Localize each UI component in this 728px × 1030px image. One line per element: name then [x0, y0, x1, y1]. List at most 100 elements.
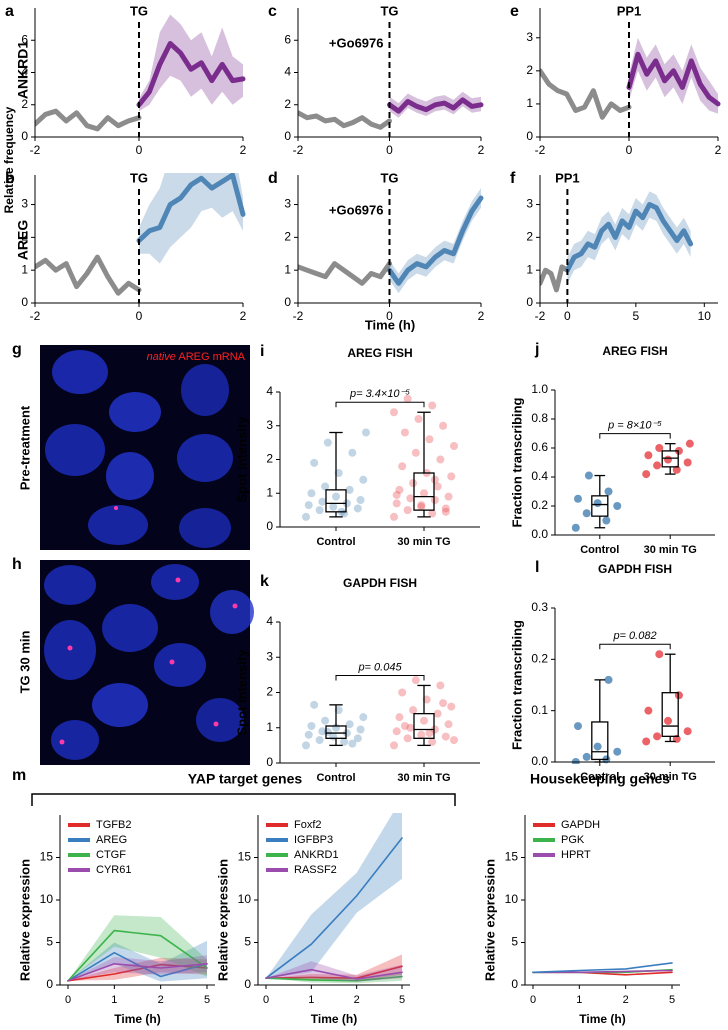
x-tick-label: -2 — [535, 309, 546, 323]
series-line — [35, 254, 142, 296]
y-tick-label: 1 — [284, 262, 291, 276]
data-point — [444, 720, 453, 729]
data-point — [340, 737, 349, 746]
data-point — [356, 725, 365, 734]
panel-label: l — [535, 559, 539, 576]
y-tick-label: 5 — [511, 935, 518, 949]
data-point — [613, 747, 622, 756]
data-point — [392, 490, 401, 499]
band — [266, 813, 402, 979]
x-tick-label: 0 — [386, 143, 393, 157]
data-point — [398, 462, 407, 471]
x-tick-label: 2 — [478, 309, 485, 323]
data-point — [406, 723, 415, 732]
plot-area — [302, 394, 458, 521]
data-point — [307, 489, 316, 498]
data-point — [417, 501, 426, 510]
panel-label: h — [12, 556, 22, 573]
y-tick-label: 2 — [266, 452, 273, 466]
significance-bracket — [335, 674, 425, 681]
data-point — [329, 502, 338, 511]
data-point — [348, 739, 357, 748]
y-tick-label: 4 — [266, 384, 273, 398]
y-tick-label: 0.6 — [531, 440, 548, 454]
data-point — [447, 702, 456, 711]
y-tick-label: 0 — [284, 295, 291, 309]
y-tick-label: 0 — [526, 295, 533, 309]
condition-note: +Go6976 — [329, 35, 384, 50]
x-tick-label: 5 — [204, 994, 210, 1006]
data-point — [310, 458, 319, 467]
legend-label: GAPDH — [561, 819, 600, 831]
y-tick-label: 0 — [21, 129, 28, 143]
data-point — [414, 415, 423, 423]
data-point — [642, 737, 651, 746]
data-point — [302, 512, 310, 521]
data-point — [430, 475, 439, 484]
data-point — [307, 721, 316, 730]
box — [325, 725, 347, 739]
series-line — [540, 68, 632, 120]
data-point — [604, 487, 613, 496]
box — [591, 721, 609, 761]
y-tick-label: 1 — [266, 720, 273, 734]
event-label: PP1 — [617, 3, 642, 18]
band — [266, 972, 402, 984]
legend-label: RASSF2 — [294, 864, 337, 876]
legend-label: IGFBP3 — [294, 834, 333, 846]
series-line — [67, 951, 208, 982]
y-tick-label: 0 — [46, 977, 53, 991]
panel-title: GAPDH FISH — [343, 576, 417, 590]
y-tick-label: 0.2 — [531, 652, 548, 666]
x-axis-label: Time (h) — [579, 1012, 625, 1026]
data-point — [392, 499, 401, 508]
x-tick-label: 30 min TG — [644, 771, 697, 783]
legend-label: CYR61 — [96, 864, 131, 876]
y-tick-label: 0 — [266, 755, 273, 769]
data-point — [353, 504, 362, 513]
x-tick-label: 5 — [633, 309, 640, 323]
y-tick-label: 15 — [238, 850, 252, 864]
series-line — [298, 110, 392, 130]
image-caption: Pre-treatment — [17, 405, 32, 490]
y-tick-label: 1 — [21, 262, 28, 276]
y-tick-label: 2 — [266, 685, 273, 699]
panel-label: a — [5, 3, 14, 20]
data-point — [318, 497, 327, 506]
panel-label: k — [260, 573, 269, 590]
data-point — [573, 722, 582, 731]
shared-xlabel: Time (h) — [365, 317, 415, 332]
x-tick-label: 1 — [111, 994, 117, 1006]
data-point — [398, 688, 407, 697]
series-line — [265, 837, 403, 980]
panel-label: b — [5, 170, 15, 187]
data-point — [436, 681, 445, 690]
data-point — [390, 512, 398, 521]
y-tick-label: 0 — [266, 519, 273, 533]
data-point — [356, 496, 365, 504]
x-tick-label: -2 — [293, 143, 304, 157]
y-axis-label: Spot intensity — [234, 649, 249, 736]
data-point — [417, 730, 426, 739]
data-point — [584, 471, 593, 480]
series-line — [136, 173, 246, 244]
box — [413, 713, 435, 739]
plot-area — [571, 650, 692, 764]
band — [68, 915, 207, 981]
group-bracket — [31, 793, 456, 806]
data-point — [332, 492, 340, 501]
y-tick-label: 0 — [244, 977, 251, 991]
data-point — [683, 458, 692, 467]
data-point — [409, 479, 418, 488]
x-tick-label: 0 — [564, 309, 571, 323]
y-tick-label: 0.0 — [531, 754, 548, 768]
data-point — [582, 752, 591, 761]
plot-area — [67, 915, 208, 982]
panel-title: AREG FISH — [602, 344, 667, 358]
band — [266, 961, 402, 982]
y-axis-label: Fraction transcribing — [509, 397, 524, 527]
plot-area — [35, 14, 246, 132]
x-tick-label: 0 — [530, 994, 536, 1006]
data-point — [571, 758, 580, 764]
data-point — [664, 455, 673, 464]
